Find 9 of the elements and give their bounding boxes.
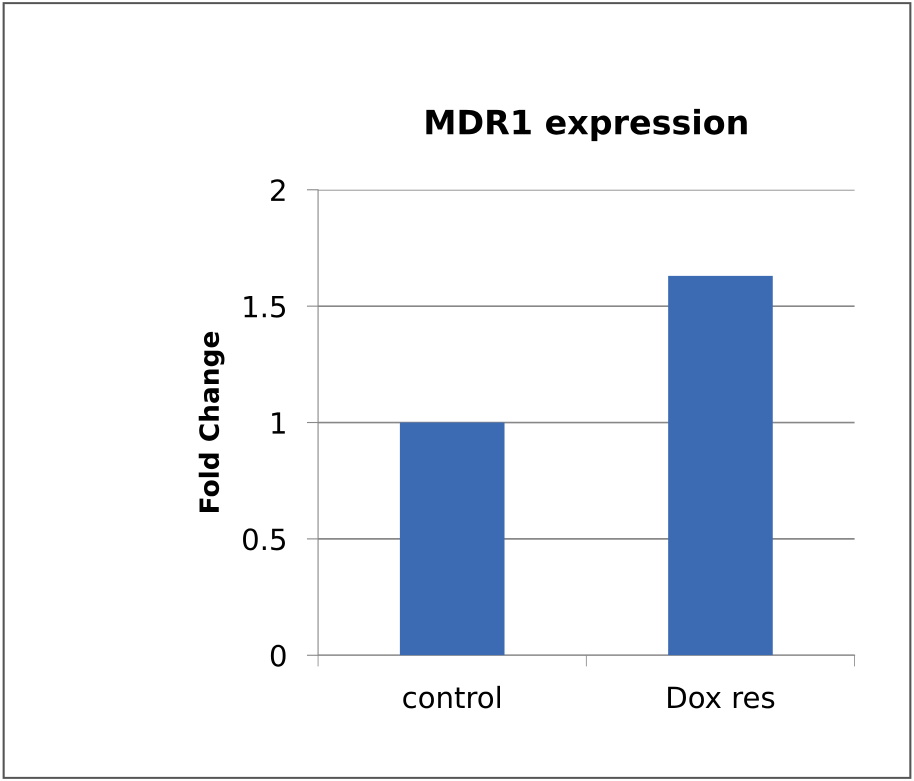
y-axis-title: Fold Change — [198, 332, 224, 512]
y-tick-label: 1.5 — [244, 296, 285, 318]
x-tick-label: control — [403, 686, 500, 708]
chart-title: MDR1 expression — [426, 108, 747, 142]
y-tick-label: 0 — [270, 644, 286, 667]
x-tick-label: Dox res — [668, 686, 774, 708]
y-tick-label: 2 — [271, 179, 285, 201]
y-tick-label: 0.5 — [243, 528, 285, 550]
y-tick-label: 1 — [272, 412, 285, 434]
